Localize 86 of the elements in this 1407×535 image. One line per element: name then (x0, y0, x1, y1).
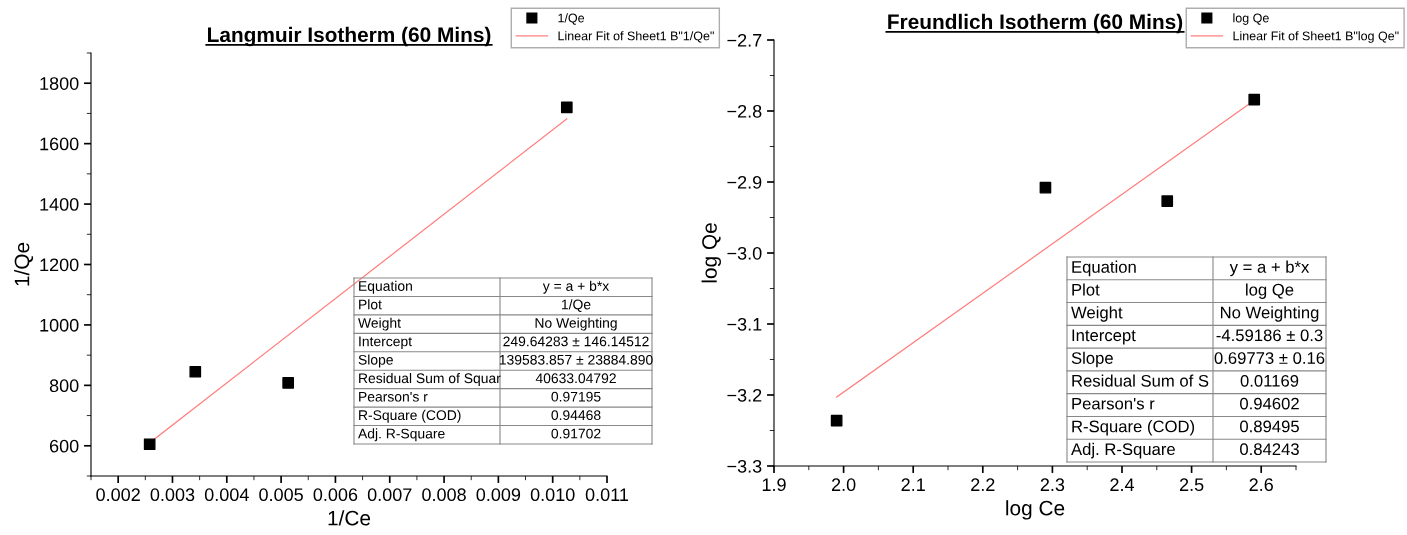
x-tick-label: 0.005 (259, 488, 303, 502)
legend-label: log Qe (1233, 13, 1269, 25)
annotation: Intercept (1072, 329, 1136, 345)
point (1248, 93, 1261, 106)
x-tick-label: 2.1 (901, 478, 925, 491)
y-axis-title: log Qe (701, 223, 721, 283)
y-tick-label: 1600 (40, 137, 79, 151)
x-tick-label: 0.003 (150, 488, 195, 502)
annotation: No Weighting (535, 317, 617, 331)
annotation: 249.64283 ± 146.14512 (503, 336, 649, 347)
point (560, 101, 573, 114)
annotation: 1/Qe (562, 299, 591, 312)
point (282, 377, 295, 389)
annotation: 0.01169 (1240, 374, 1299, 387)
point (830, 414, 843, 427)
annotation: Equation (359, 280, 412, 294)
y-tick-label: 1800 (40, 77, 79, 90)
annotation: Plot (1072, 283, 1100, 296)
y-tick-label: −3.1 (727, 317, 762, 331)
x-tick-label: 2.6 (1249, 478, 1273, 492)
annotation: Pearson's r (359, 391, 428, 402)
annotation: Weight (1071, 306, 1123, 322)
annotation: 0.69773 ± 0.16 (1214, 352, 1325, 364)
x-tick-label: 0.010 (530, 488, 575, 502)
annotation: Adj. R-Square (358, 428, 445, 442)
chart-title: Freundlich Isotherm (60 Mins) (888, 13, 1183, 34)
annotation: -4.59186 ± 0.3 (1216, 329, 1323, 342)
annotation: 139583.857 ± 23884.890 (499, 354, 653, 365)
x-tick-label: 2.0 (831, 478, 856, 492)
y-tick-label: 800 (49, 379, 79, 393)
annotation: Intercept (359, 336, 412, 350)
x-tick-label: 2.3 (1040, 478, 1065, 492)
annotation: 0.97195 (551, 391, 601, 402)
y-axis-title: 1/Qe (14, 242, 34, 286)
y-tick-label: −2.8 (727, 104, 762, 118)
annotation: Weight (358, 317, 401, 331)
x-tick-label: 0.004 (204, 488, 249, 502)
x-axis-title: log Ce (1006, 500, 1065, 520)
legend-label: Linear Fit of Sheet1 B"1/Qe" (558, 31, 714, 43)
x-tick-label: 0.002 (96, 488, 140, 502)
chart-title: Langmuir Isotherm (60 Mins) (208, 26, 491, 47)
annotation: Residual Sum of S (1072, 374, 1209, 387)
annotation: Plot (359, 299, 382, 310)
annotation: Equation (1072, 260, 1136, 277)
point (189, 365, 202, 378)
x-tick-label: 2.2 (971, 478, 995, 491)
annotation: Slope (358, 354, 393, 368)
annotation: 0.94602 (1240, 397, 1299, 410)
x-tick-label: 1.9 (762, 478, 786, 492)
point (1039, 181, 1052, 194)
x-tick-label: 0.011 (585, 488, 629, 502)
annotation: log Qe (1246, 283, 1294, 299)
annotation: Adj. R-Square (1071, 442, 1175, 459)
y-tick-label: −3.2 (727, 388, 762, 402)
annotation: 0.84243 (1240, 443, 1299, 456)
annotation: 40633.04792 (535, 373, 616, 384)
x-tick-label: 2.5 (1179, 478, 1204, 492)
y-tick-label: 1200 (40, 258, 79, 272)
y-tick-label: −3.0 (727, 246, 762, 260)
point (1161, 195, 1174, 208)
annotation: y = a + b*x (1229, 260, 1310, 277)
annotation: R-Square (COD) (1072, 420, 1195, 436)
x-tick-label: 0.006 (313, 488, 358, 502)
x-axis-title: 1/Ce (328, 510, 371, 526)
y-tick-label: 1400 (40, 198, 79, 211)
legend-label: Linear Fit of Sheet1 B"log Qe" (1233, 31, 1399, 43)
annotation: y = a + b*x (542, 280, 610, 294)
annotation: 0.89495 (1240, 420, 1299, 433)
x-tick-label: 0.008 (422, 488, 466, 502)
x-tick-label: 0.009 (476, 488, 521, 502)
annotation: No Weighting (1220, 306, 1319, 322)
y-tick-label: 600 (49, 439, 79, 453)
annotation: Slope (1071, 351, 1113, 368)
y-tick-label: −2.9 (727, 175, 762, 189)
annotation: R-Square (COD) (359, 409, 461, 423)
annotation: 0.94468 (551, 410, 601, 421)
y-tick-label: −2.7 (727, 33, 762, 47)
x-tick-label: 2.4 (1110, 478, 1135, 491)
x-tick-label: 0.007 (367, 488, 412, 502)
annotation: 0.91702 (551, 428, 601, 439)
annotation: Residual Sum of Squar (359, 372, 501, 386)
y-tick-label: 1000 (40, 318, 79, 332)
legend-label: 1/Qe (558, 13, 585, 25)
annotation: Pearson's r (1072, 397, 1155, 410)
y-tick-label: −3.3 (727, 459, 762, 473)
point (143, 438, 156, 451)
